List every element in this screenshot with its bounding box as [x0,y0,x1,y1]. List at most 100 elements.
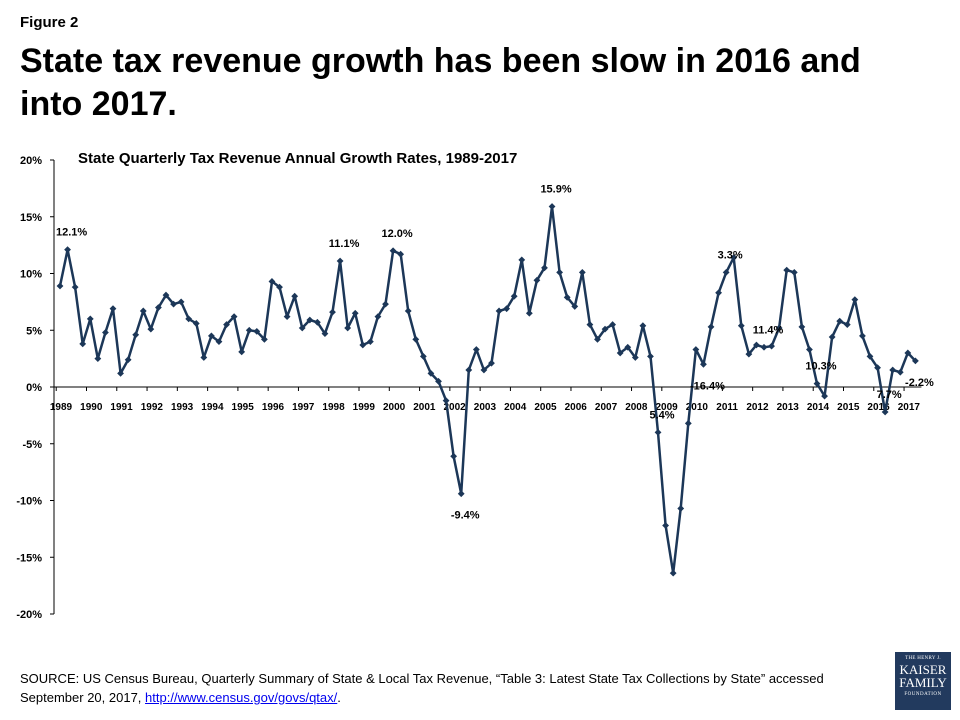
data-point [647,352,654,360]
data-point [321,330,329,338]
x-tick-label: 2012 [746,402,769,413]
data-point [707,323,715,331]
x-tick-label: 2000 [383,402,406,413]
data-point [64,246,71,254]
data-point [525,309,533,317]
y-tick-label: 10% [20,269,42,281]
x-tick-label: 1998 [322,402,345,413]
data-point [102,329,109,336]
x-tick-label: 1992 [141,402,164,413]
source-trailing: . [337,690,341,705]
x-tick-label: 2002 [444,402,467,413]
x-tick-label: 2014 [807,402,830,413]
kff-logo: THE HENRY J. KAISER FAMILY FOUNDATION [895,652,951,710]
series-line [58,205,917,575]
data-point [147,325,155,333]
data-point [306,316,314,324]
data-point [488,359,495,367]
data-point [715,289,722,297]
data-point [775,324,783,332]
data-point [510,292,518,300]
data-point [472,346,480,353]
data-point [86,315,94,323]
data-point [730,254,738,262]
data-point [260,335,268,343]
data-point [245,326,253,334]
data-point [283,313,291,321]
data-point [366,338,374,345]
data-point [253,327,261,335]
data-point [177,298,185,306]
data-point [843,321,851,328]
data-point [753,341,760,349]
x-tick-label: 1990 [80,402,103,413]
data-point [798,323,806,331]
x-tick-label: 2007 [595,402,618,413]
data-point [556,268,564,276]
data-point [518,256,526,264]
data-point [631,354,639,361]
data-point [170,300,177,308]
data-point [457,490,465,498]
data-point [208,332,215,340]
data-point [806,346,813,353]
y-tick-label: -10% [16,496,42,508]
data-point [139,307,147,315]
data-point [374,313,382,321]
x-tick-label: 1999 [353,402,376,413]
data-point [351,309,359,317]
x-tick-label: 1993 [171,402,194,413]
data-point [94,355,102,363]
data-label: 11.1% [329,238,360,250]
data-point [790,268,798,276]
data-point [313,318,321,326]
data-point [238,348,246,356]
data-point [768,342,775,350]
x-tick-label: 2010 [686,402,709,413]
data-point [117,369,124,377]
data-point [200,354,208,361]
data-point [329,308,336,316]
data-point [586,321,594,328]
data-point [291,292,299,300]
data-point [859,332,866,340]
data-point [480,366,488,374]
data-point [465,366,473,374]
data-label: -16.4% [690,380,725,392]
series-growth-rate [56,203,919,577]
data-point [677,505,685,512]
x-tick-label: 2003 [474,402,497,413]
data-point [155,304,162,311]
data-point [616,349,624,357]
data-label: 3.0% [930,0,955,3]
data-labels: 12.1% 11.1% 12.0% -9.4% 15.9% 5.4% -16.4% 3.3% 1… [56,0,955,522]
x-tick-label: 2011 [716,402,738,413]
source-link[interactable]: http://www.census.gov/govs/qtax/ [145,690,338,705]
y-tick-label: 0% [26,382,42,394]
data-point [737,322,745,330]
data-point [336,257,344,265]
data-point [813,380,821,387]
data-label: -2.2% [905,377,934,389]
data-point [132,331,140,339]
y-axis: 20% 15% 10% 5% 0% -5% -10% -15% -20% [16,155,55,621]
chart-title: State Quarterly Tax Revenue Annual Growt… [78,150,517,167]
source-text: SOURCE: US Census Bureau, Quarterly Summ… [20,671,824,705]
data-point [836,317,844,325]
x-tick-label: 2017 [898,402,921,413]
data-point [412,335,420,343]
data-point [276,283,283,291]
data-point [71,283,79,291]
data-point [533,276,541,284]
data-point [639,322,647,330]
data-point [601,325,609,333]
data-label: 15.9% [540,184,571,196]
data-point [298,324,306,332]
data-point [912,357,919,365]
data-point [760,343,768,351]
x-tick-label: 1995 [232,402,255,413]
data-point [389,247,397,255]
x-tick-label: 1989 [50,402,73,413]
y-tick-label: -5% [22,439,42,451]
data-label: 11.4% [753,324,784,336]
